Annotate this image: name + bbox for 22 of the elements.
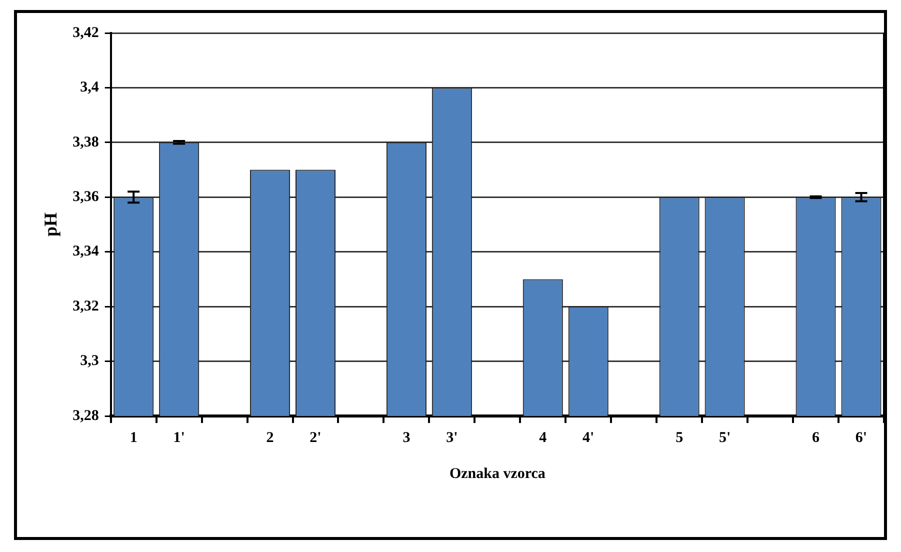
x-axis-title: Oznaka vzorca — [449, 466, 546, 482]
x-tick-label: 3 — [402, 430, 410, 446]
y-tick-label: 3,36 — [72, 189, 100, 206]
x-tick-label: 1 — [130, 430, 138, 446]
x-tick-label: 5 — [676, 430, 684, 446]
x-tick-label: 4' — [582, 430, 594, 446]
y-tick-label: 3,42 — [72, 24, 99, 41]
x-tick-label: 4 — [539, 430, 548, 446]
x-tick-label: 5' — [718, 430, 731, 446]
x-tick-label: 1' — [173, 430, 185, 446]
x-tick-label: 6' — [855, 430, 868, 446]
x-tick-label: 6 — [812, 430, 820, 446]
y-axis-title: pH — [40, 212, 60, 237]
y-tick-label: 3,34 — [72, 244, 100, 260]
x-tick-label: 2 — [266, 430, 274, 446]
y-tick-label: 3,32 — [72, 298, 99, 314]
y-tick-label: 3,28 — [72, 408, 99, 424]
y-tick-label: 3,3 — [80, 353, 99, 370]
x-tick-label: 3' — [446, 430, 458, 446]
y-tick-label: 3,4 — [80, 80, 100, 96]
y-tick-label: 3,38 — [72, 134, 99, 150]
x-tick-label: 2' — [310, 430, 322, 446]
